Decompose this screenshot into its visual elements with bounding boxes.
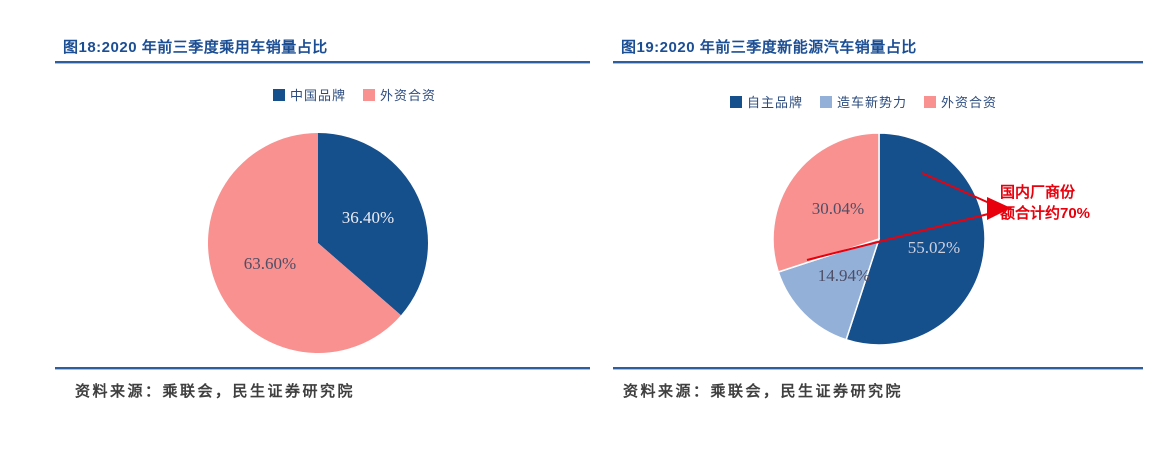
legend-label: 造车新势力 bbox=[837, 95, 908, 110]
figure-18-passenger-vehicle-share: 图18:2020 年前三季度乘用车销量占比 中国品牌 外资合资 资料来源：乘联会，… bbox=[55, 36, 590, 436]
legend-item: 造车新势力 bbox=[820, 92, 907, 111]
legend-label: 外资合资 bbox=[941, 95, 998, 110]
figure-19-bottom-rule bbox=[613, 367, 1143, 370]
figure-19-top-rule bbox=[613, 61, 1143, 64]
legend-item: 外资合资 bbox=[363, 85, 436, 104]
slice-label: 30.04% bbox=[811, 199, 865, 218]
figure-18-legend: 中国品牌 外资合资 bbox=[273, 85, 436, 104]
figure-18-source: 资料来源：乘联会，民生证券研究院 bbox=[75, 383, 356, 400]
annotation-line-2: 额合计约70% bbox=[1000, 205, 1091, 222]
legend-item: 外资合资 bbox=[924, 92, 997, 111]
slice-label: 14.94% bbox=[817, 266, 871, 285]
legend-label: 自主品牌 bbox=[747, 95, 804, 110]
figure-18-top-rule bbox=[55, 61, 590, 64]
legend-item: 中国品牌 bbox=[273, 85, 346, 104]
figure-19-source: 资料来源：乘联会，民生证券研究院 bbox=[623, 383, 904, 400]
annotation-line-1: 国内厂商份 bbox=[1000, 184, 1076, 201]
legend-swatch-icon bbox=[924, 95, 937, 108]
pie-slice bbox=[208, 133, 401, 353]
legend-label: 中国品牌 bbox=[290, 88, 347, 103]
legend-swatch-icon bbox=[820, 95, 833, 108]
figure-19-legend: 自主品牌 造车新势力 外资合资 bbox=[730, 92, 997, 111]
figure-19-nev-share: 图19:2020 年前三季度新能源汽车销量占比 自主品牌 造车新势力 外资合资 国内… bbox=[613, 36, 1143, 436]
legend-item: 自主品牌 bbox=[730, 92, 803, 111]
legend-swatch-icon bbox=[273, 88, 285, 101]
figure-18-pie-chart bbox=[208, 133, 428, 353]
legend-swatch-icon bbox=[730, 95, 742, 108]
legend-swatch-icon bbox=[363, 88, 376, 101]
pie-slice bbox=[318, 133, 428, 316]
slice-label: 55.02% bbox=[907, 238, 961, 257]
slice-label: 36.40% bbox=[341, 208, 395, 227]
slice-label: 63.60% bbox=[243, 254, 297, 273]
figure-19-title: 图19:2020 年前三季度新能源汽车销量占比 bbox=[621, 39, 917, 56]
figure-18-title: 图18:2020 年前三季度乘用车销量占比 bbox=[63, 39, 328, 56]
legend-label: 外资合资 bbox=[380, 88, 437, 103]
domestic-share-annotation: 国内厂商份 额合计约70% bbox=[1000, 182, 1120, 224]
figure-18-bottom-rule bbox=[55, 367, 590, 370]
